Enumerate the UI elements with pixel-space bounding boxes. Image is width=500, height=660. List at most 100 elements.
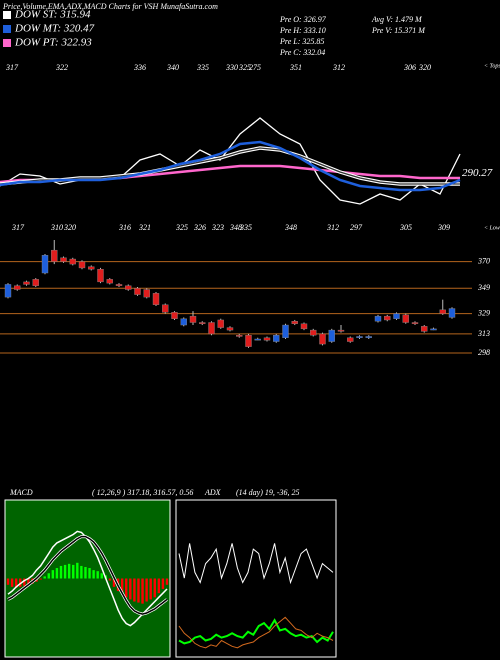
candle-body: [41, 255, 49, 274]
macd-histogram-bar: [51, 570, 55, 579]
candle-body: [300, 323, 308, 330]
macd-histogram-bar: [23, 578, 26, 586]
candle-body: [23, 281, 30, 285]
adx-panel: [175, 499, 337, 658]
top-label: 306: [403, 63, 416, 72]
macd-histogram-bar: [84, 566, 87, 579]
y-tick-label: 349: [477, 283, 490, 292]
macd-histogram-bar: [6, 578, 10, 585]
legend-swatch: [3, 39, 11, 47]
candle-body: [88, 266, 95, 270]
candle-body: [273, 334, 280, 342]
price-info: Pre L: 325.85: [279, 37, 324, 46]
low-label: 297: [350, 223, 363, 232]
candle-body: [254, 338, 261, 341]
macd-histogram-bar: [129, 578, 132, 600]
lows-label: < Lows: [484, 225, 500, 231]
candle-body: [208, 322, 215, 335]
legend-label: DOW PT: 322.93: [14, 37, 92, 49]
candle-body: [411, 322, 419, 324]
low-label: 310: [50, 223, 63, 232]
price-info: Pre C: 332.04: [279, 48, 325, 57]
macd-histogram-bar: [100, 573, 103, 579]
macd-histogram-bar: [88, 568, 91, 579]
adx-title: ADX: [204, 488, 222, 497]
macd-histogram-bar: [92, 570, 95, 579]
chart-title: Price,Volume,EMA,ADX,MACD Charts for VSH…: [2, 2, 218, 11]
legend-label: DOW MT: 320.47: [14, 23, 95, 35]
macd-histogram-bar: [165, 578, 169, 585]
macd-histogram-bar: [80, 565, 83, 579]
candle-body: [421, 326, 428, 332]
macd-panel: [4, 499, 171, 658]
macd-histogram-bar: [47, 573, 50, 579]
low-label: 305: [399, 223, 412, 232]
macd-histogram-bar: [137, 578, 140, 603]
y-tick-label: 370: [477, 256, 490, 265]
macd-histogram-bar: [133, 578, 136, 602]
y-tick-label: 298: [478, 348, 490, 357]
candle-body: [171, 312, 178, 319]
top-label: 275: [249, 63, 261, 72]
low-label: 326: [193, 223, 206, 232]
macd-histogram-bar: [39, 578, 42, 580]
ema-line: [0, 140, 461, 192]
macd-histogram-bar: [67, 563, 71, 579]
top-label: 330: [225, 63, 238, 72]
ema-line: [0, 147, 460, 185]
candle-body: [97, 268, 104, 283]
low-label: 348: [284, 223, 297, 232]
top-label: 340: [166, 63, 179, 72]
macd-histogram-bar: [72, 564, 75, 579]
candle-body: [51, 249, 58, 262]
macd-histogram-bar: [43, 576, 46, 579]
top-label: 312: [332, 63, 345, 72]
top-label: 336: [133, 63, 146, 72]
candle-body: [393, 313, 400, 319]
adx-line: [178, 616, 334, 649]
macd-histogram-bar: [153, 578, 156, 598]
candle-body: [69, 258, 76, 265]
macd-title: MACD: [9, 488, 33, 497]
candle-body: [337, 329, 345, 332]
top-label: 320: [418, 63, 431, 72]
price-info: Pre O: 326.97: [279, 15, 327, 24]
candle-body: [236, 334, 243, 337]
candle-body: [134, 288, 141, 295]
candle-body: [282, 324, 289, 338]
low-label: 316: [118, 223, 131, 232]
candle-body: [32, 279, 39, 286]
low-label: 321: [138, 223, 151, 232]
candle-body: [402, 314, 409, 323]
macd-histogram-bar: [120, 578, 124, 595]
macd-histogram-bar: [141, 578, 144, 604]
legend-label: DOW ST: 315.94: [14, 9, 91, 21]
y-tick-label: 313: [477, 329, 490, 338]
macd-histogram-bar: [157, 578, 161, 594]
candle-body: [180, 318, 187, 326]
low-label: 335: [239, 223, 252, 232]
candle-body: [143, 289, 150, 298]
macd-histogram-bar: [19, 578, 22, 587]
candle-body: [4, 284, 12, 298]
price-info: Pre H: 333.10: [279, 26, 326, 35]
candle-body: [384, 315, 391, 321]
macd-histogram-bar: [59, 565, 63, 579]
candle-body: [245, 334, 252, 347]
low-label: 312: [326, 223, 339, 232]
candle-body: [189, 315, 197, 323]
candle-body: [226, 327, 234, 331]
macd-histogram-bar: [96, 571, 99, 579]
top-label: 351: [289, 63, 302, 72]
macd-params: ( 12,26,9 ) 317.18, 316.57, 0.56: [92, 488, 193, 497]
macd-histogram-bar: [10, 578, 14, 587]
candle-body: [263, 337, 271, 341]
candle-body: [439, 309, 446, 314]
adx-params: (14 day) 19, -36, 25: [236, 488, 300, 497]
macd-histogram-bar: [112, 578, 116, 587]
candle-body: [162, 304, 169, 313]
legend-swatch: [3, 11, 11, 19]
macd-histogram-bar: [14, 578, 18, 588]
candle-body: [115, 284, 123, 286]
